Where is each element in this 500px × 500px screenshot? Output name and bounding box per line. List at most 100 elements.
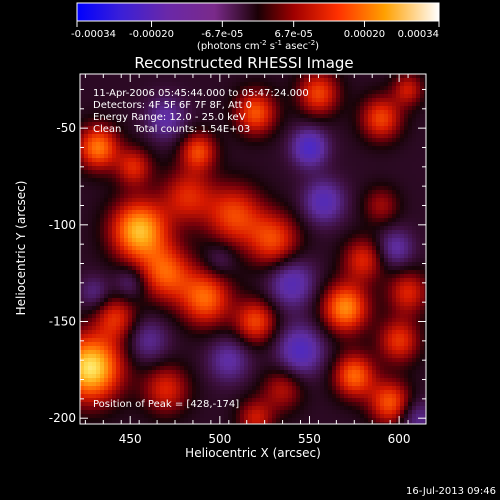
heatmap-cell — [140, 294, 145, 299]
heatmap-cell — [172, 170, 177, 175]
heatmap-cell — [324, 150, 329, 155]
heatmap-cell — [328, 186, 333, 191]
heatmap-cell — [132, 210, 137, 215]
heatmap-cell — [168, 126, 173, 131]
heatmap-cell — [392, 82, 397, 87]
heatmap-cell — [136, 98, 141, 103]
heatmap-cell — [316, 178, 321, 183]
heatmap-cell — [192, 222, 197, 227]
heatmap-cell — [268, 286, 273, 291]
heatmap-cell — [316, 218, 321, 223]
heatmap-cell — [244, 78, 249, 83]
heatmap-cell — [292, 282, 297, 287]
heatmap-cell — [88, 214, 93, 219]
heatmap-cell — [360, 202, 365, 207]
heatmap-cell — [136, 246, 141, 251]
heatmap-cell — [300, 218, 305, 223]
heatmap-cell — [316, 166, 321, 171]
heatmap-cell — [136, 286, 141, 291]
heatmap-cell — [416, 222, 421, 227]
heatmap-cell — [392, 158, 397, 163]
heatmap-cell — [384, 182, 389, 187]
heatmap-cell — [160, 238, 165, 243]
heatmap-cell — [284, 102, 289, 107]
heatmap-cell — [408, 138, 413, 143]
heatmap-cell — [248, 270, 253, 275]
heatmap-cell — [404, 86, 409, 91]
heatmap-cell — [144, 98, 149, 103]
heatmap-cell — [112, 110, 117, 115]
heatmap-cell — [92, 254, 97, 259]
heatmap-cell — [424, 94, 427, 99]
heatmap-cell — [388, 154, 393, 159]
heatmap-cell — [424, 150, 427, 155]
heatmap-cell — [348, 242, 353, 247]
heatmap-cell — [380, 122, 385, 127]
heatmap-cell — [312, 242, 317, 247]
heatmap-cell — [252, 274, 257, 279]
heatmap-cell — [108, 250, 113, 255]
heatmap-cell — [116, 90, 121, 95]
heatmap-cell — [372, 114, 377, 119]
heatmap-cell — [372, 198, 377, 203]
heatmap-cell — [412, 226, 417, 231]
heatmap-cell — [128, 218, 133, 223]
heatmap-cell — [376, 226, 381, 231]
heatmap-cell — [352, 286, 357, 291]
heatmap-cell — [184, 286, 189, 291]
heatmap-cell — [312, 98, 317, 103]
heatmap-cell — [372, 122, 377, 127]
heatmap-cell — [408, 266, 413, 271]
heatmap-cell — [372, 286, 377, 291]
heatmap-cell — [112, 242, 117, 247]
heatmap-cell — [304, 114, 309, 119]
heatmap-cell — [292, 286, 297, 291]
heatmap-cell — [372, 266, 377, 271]
heatmap-cell — [92, 302, 97, 307]
heatmap-cell — [256, 86, 261, 91]
heatmap-cell — [408, 94, 413, 99]
heatmap-cell — [408, 154, 413, 159]
heatmap-cell — [160, 110, 165, 115]
heatmap-cell — [176, 262, 181, 267]
heatmap-cell — [96, 82, 101, 87]
heatmap-cell — [100, 106, 105, 111]
heatmap-cell — [148, 246, 153, 251]
heatmap-cell — [416, 290, 421, 295]
heatmap-cell — [272, 154, 277, 159]
heatmap-cell — [228, 86, 233, 91]
heatmap-cell — [96, 202, 101, 207]
heatmap-cell — [168, 210, 173, 215]
heatmap-cell — [152, 170, 157, 175]
heatmap-cell — [120, 166, 125, 171]
heatmap-cell — [360, 178, 365, 183]
heatmap-cell — [196, 126, 201, 131]
heatmap-cell — [312, 198, 317, 203]
heatmap-cell — [324, 122, 329, 127]
heatmap-cell — [84, 302, 89, 307]
heatmap-cell — [124, 146, 129, 151]
heatmap-cell — [160, 266, 165, 271]
heatmap-cell — [88, 174, 93, 179]
heatmap-cell — [224, 118, 229, 123]
heatmap-cell — [300, 114, 305, 119]
heatmap-cell — [312, 202, 317, 207]
heatmap-cell — [180, 238, 185, 243]
heatmap-cell — [96, 122, 101, 127]
heatmap-cell — [200, 250, 205, 255]
heatmap-cell — [360, 282, 365, 287]
heatmap-cell — [92, 294, 97, 299]
heatmap-cell — [308, 98, 313, 103]
heatmap-cell — [180, 254, 185, 259]
heatmap-cell — [216, 82, 221, 87]
heatmap-cell — [260, 114, 265, 119]
heatmap-cell — [216, 190, 221, 195]
heatmap-cell — [152, 278, 157, 283]
heatmap-cell — [288, 226, 293, 231]
heatmap-cell — [88, 158, 93, 163]
heatmap-cell — [400, 86, 405, 91]
heatmap-cell — [332, 246, 337, 251]
heatmap-cell — [252, 182, 257, 187]
heatmap-cell — [84, 82, 89, 87]
heatmap-cell — [396, 202, 401, 207]
